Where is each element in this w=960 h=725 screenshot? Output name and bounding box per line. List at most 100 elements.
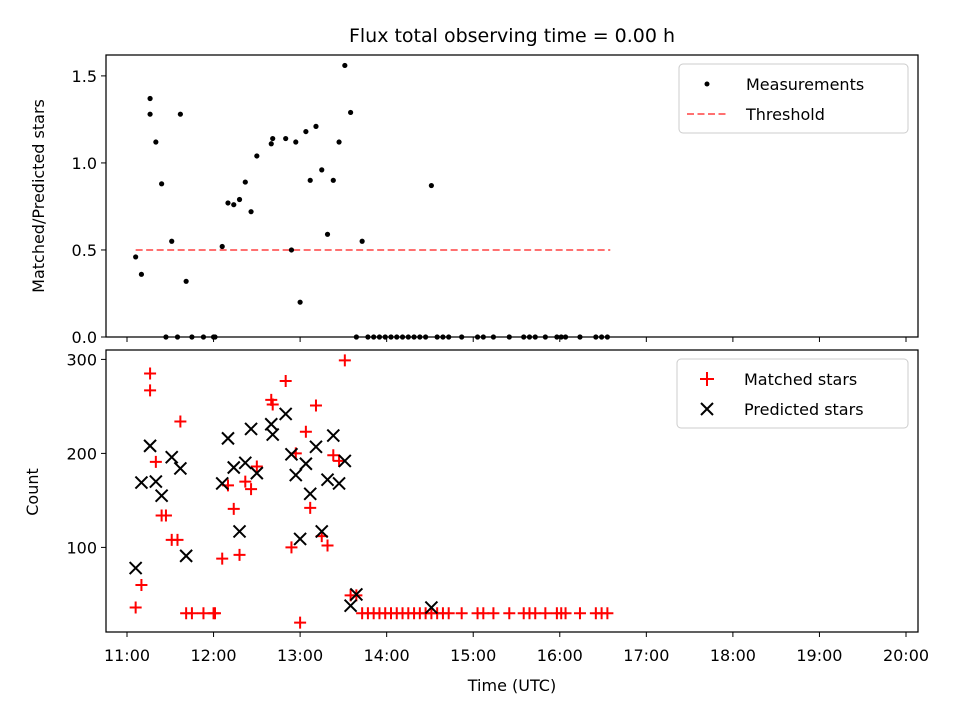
- measurement-point: [577, 334, 583, 340]
- x-tick-label: 15:00: [450, 646, 496, 665]
- matched-star-marker: [327, 449, 340, 462]
- measurement-point: [159, 181, 165, 187]
- matched-star-marker: [304, 501, 317, 514]
- matched-star-marker: [559, 607, 572, 620]
- legend-matched-marker: [700, 372, 714, 386]
- matched-star-marker: [321, 539, 334, 552]
- top-y-tick-label: 1.5: [72, 67, 97, 86]
- matched-star-marker: [216, 552, 229, 565]
- predicted-star-marker: [293, 532, 307, 546]
- matched-star-marker: [539, 607, 552, 620]
- chart-title: Flux total observing time = 0.00 h: [349, 25, 675, 47]
- measurement-point: [353, 334, 359, 340]
- bottom-y-ticks: 100 200 300: [66, 350, 106, 557]
- measurement-point: [593, 334, 599, 340]
- predicted-star-marker: [332, 476, 346, 491]
- matched-star-marker: [285, 541, 298, 554]
- measurement-point: [313, 123, 319, 129]
- measurement-point: [394, 334, 400, 340]
- top-legend-box: [678, 63, 909, 134]
- measurement-point: [231, 202, 237, 208]
- x-tick-label: 12:00: [191, 646, 237, 665]
- measurement-point: [254, 153, 260, 159]
- matched-star-marker: [299, 425, 312, 438]
- measurement-point: [270, 135, 276, 142]
- predicted-star-marker: [343, 598, 358, 613]
- measurement-point: [459, 334, 465, 340]
- measurement-point: [526, 334, 533, 340]
- matched-star-marker: [294, 616, 307, 629]
- measurement-point: [434, 334, 440, 340]
- measurement-point: [490, 334, 497, 340]
- predicted-star-marker: [250, 466, 264, 480]
- matched-star-marker: [338, 354, 351, 367]
- measurement-point: [480, 334, 486, 340]
- top-legend: Measurements Threshold: [678, 63, 909, 134]
- x-tick-label: 16:00: [537, 646, 583, 665]
- x-tick-label: 14:00: [364, 646, 410, 665]
- predicted-star-marker: [128, 561, 143, 575]
- matched-star-marker: [601, 607, 614, 620]
- matched-star-marker: [455, 607, 468, 620]
- x-tick-label: 18:00: [710, 646, 756, 665]
- legend-measurement-marker: [704, 81, 710, 87]
- matched-star-marker: [185, 607, 198, 620]
- predicted-star-marker: [238, 456, 253, 470]
- measurement-point: [417, 334, 423, 340]
- predicted-star-marker: [320, 473, 335, 487]
- predicted-star-marker: [232, 524, 247, 539]
- predicted-star-marker: [154, 488, 169, 503]
- top-panel: 0.0 0.5 1.0 1.5 Matched/Predicted stars Mea…: [29, 54, 919, 347]
- measurement-point: [342, 62, 348, 69]
- measurement-point: [219, 243, 225, 250]
- matched-star-marker: [245, 483, 258, 496]
- predicted-star-marker: [338, 454, 352, 468]
- predicted-star-marker: [244, 422, 258, 436]
- bottom-x-ticks: 11:00 12:00 13:00 14:00 15:00 16:00 17:00 18:00…: [104, 632, 929, 665]
- matched-star-marker: [197, 607, 210, 620]
- measurement-point: [532, 334, 538, 340]
- matched-star-marker: [149, 455, 162, 468]
- predicted-star-marker: [303, 487, 317, 501]
- measurement-point: [189, 334, 195, 340]
- bottom-legend: Matched stars Predicted stars: [676, 358, 909, 429]
- predicted-star-marker: [134, 475, 149, 490]
- matched-star-marker: [171, 533, 184, 546]
- bottom-y-tick-label: 200: [66, 444, 97, 463]
- bottom-panel: 100 200 300 11:00 12:00 13:00 14:00 15:00 16:00…: [23, 349, 929, 695]
- measurement-point: [297, 299, 303, 305]
- measurement-point: [428, 182, 434, 189]
- measurement-point: [212, 334, 218, 340]
- top-y-tick-label: 0.0: [72, 328, 97, 347]
- measurement-points: [133, 62, 610, 340]
- predicted-star-marker: [149, 474, 163, 489]
- matched-star-marker: [529, 607, 542, 620]
- predicted-star-marker: [315, 524, 329, 539]
- measurement-point: [348, 109, 354, 116]
- matched-star-marker: [174, 415, 187, 428]
- top-y-ticks: 0.0 0.5 1.0 1.5: [72, 67, 106, 347]
- predicted-star-marker: [227, 460, 241, 475]
- matched-star-marker: [129, 601, 142, 614]
- top-y-axis-label: Matched/Predicted stars: [29, 99, 48, 293]
- measurement-point: [147, 111, 153, 117]
- matched-star-marker: [250, 460, 263, 473]
- predicted-star-marker: [165, 450, 179, 464]
- top-y-tick-label: 0.5: [72, 241, 97, 260]
- matched-star-marker: [227, 502, 240, 515]
- measurement-point: [236, 196, 243, 203]
- predicted-star-marker: [326, 428, 340, 443]
- measurement-point: [242, 179, 248, 185]
- predicted-star-marker: [215, 476, 229, 491]
- bottom-y-axis-label: Count: [23, 468, 42, 516]
- matched-star-marker: [233, 548, 246, 561]
- x-tick-label: 19:00: [796, 646, 842, 665]
- predicted-star-marker: [173, 461, 188, 476]
- measurement-point: [225, 200, 231, 206]
- measurement-point: [521, 334, 527, 340]
- matched-star-marker: [503, 607, 516, 620]
- x-tick-label: 20:00: [883, 646, 929, 665]
- legend-matched-label: Matched stars: [744, 370, 857, 389]
